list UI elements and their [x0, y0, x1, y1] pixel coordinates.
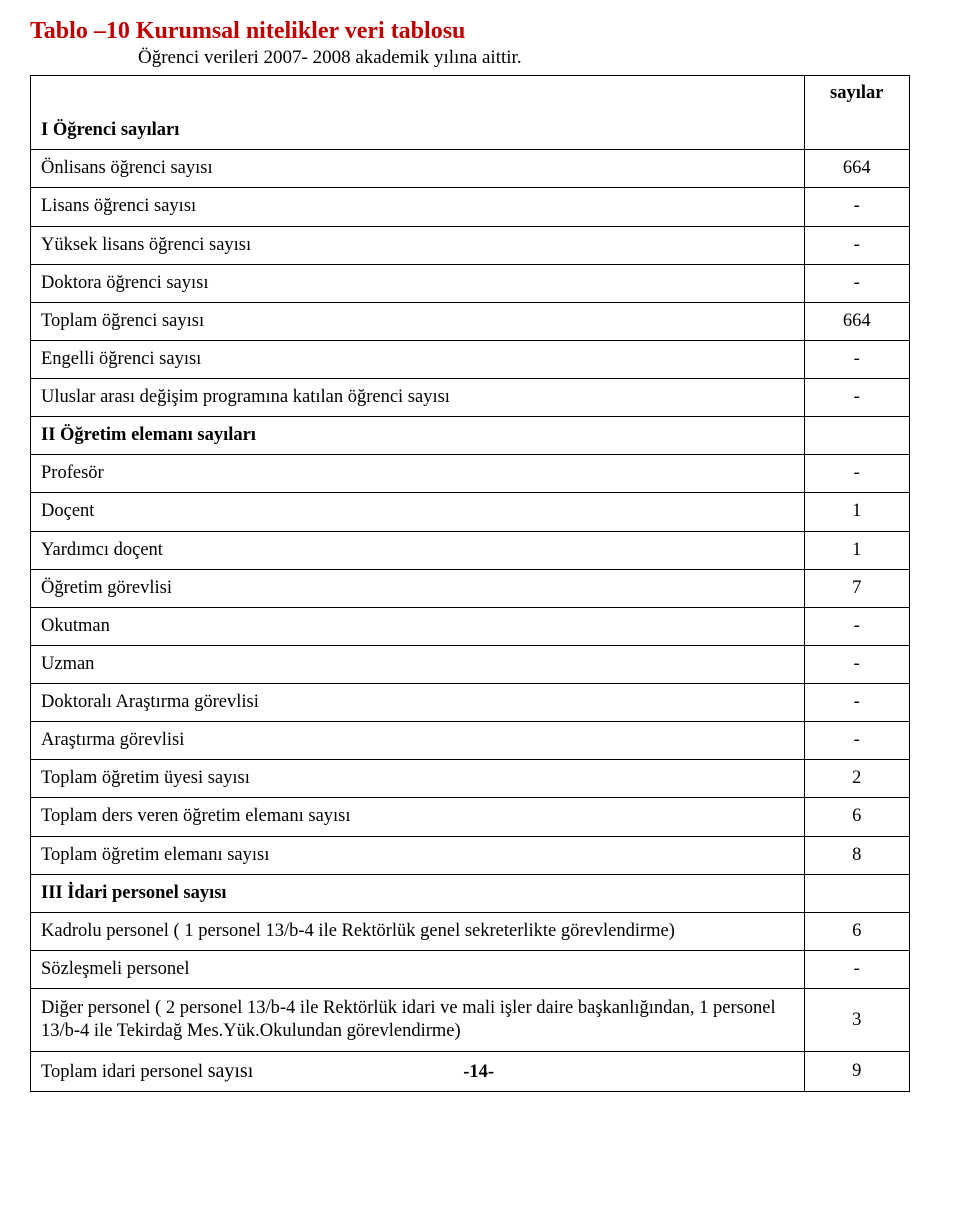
value-cell: 1 [804, 493, 909, 531]
page-number: -14- [463, 1061, 494, 1084]
table-row: Toplam öğretim elemanı sayısı 8 [31, 836, 910, 874]
table-row: Toplam öğrenci sayısı 664 [31, 302, 910, 340]
table-row: Okutman - [31, 607, 910, 645]
table-row: Araştırma görevlisi - [31, 722, 910, 760]
value-cell: - [804, 455, 909, 493]
value-cell: - [804, 379, 909, 417]
label-cell: Uluslar arası değişim programına katılan… [31, 379, 805, 417]
table-row: Kadrolu personel ( 1 personel 13/b-4 ile… [31, 912, 910, 950]
label-cell: Profesör [31, 455, 805, 493]
value-cell [804, 112, 909, 150]
table-row: Yüksek lisans öğrenci sayısı - [31, 226, 910, 264]
value-cell: - [804, 645, 909, 683]
section-header: I Öğrenci sayıları [31, 112, 805, 150]
label-cell: Okutman [31, 607, 805, 645]
label-cell: Öğretim görevlisi [31, 569, 805, 607]
page-subtitle: Öğrenci verileri 2007- 2008 akademik yıl… [138, 47, 910, 69]
value-cell: 1 [804, 531, 909, 569]
table-row: Doçent 1 [31, 493, 910, 531]
label-cell: Toplam öğrenci sayısı [31, 302, 805, 340]
table-row: Yardımcı doçent 1 [31, 531, 910, 569]
label-cell: Önlisans öğrenci sayısı [31, 150, 805, 188]
table-row: Sözleşmeli personel - [31, 950, 910, 988]
table-row: Önlisans öğrenci sayısı 664 [31, 150, 910, 188]
table-row: Diğer personel ( 2 personel 13/b-4 ile R… [31, 989, 910, 1052]
value-cell: - [804, 607, 909, 645]
value-cell: 7 [804, 569, 909, 607]
value-cell: - [804, 340, 909, 378]
value-cell: 6 [804, 798, 909, 836]
label-cell: Toplam ders veren öğretim elemanı sayısı [31, 798, 805, 836]
label-cell: Toplam öğretim elemanı sayısı [31, 836, 805, 874]
label-cell: Lisans öğrenci sayısı [31, 188, 805, 226]
label-cell: Engelli öğrenci sayısı [31, 340, 805, 378]
label-cell: Yüksek lisans öğrenci sayısı [31, 226, 805, 264]
column-header: sayılar [804, 76, 909, 113]
value-cell: 2 [804, 760, 909, 798]
value-cell: 664 [804, 150, 909, 188]
table-row: Öğretim görevlisi 7 [31, 569, 910, 607]
label-cell: Yardımcı doçent [31, 531, 805, 569]
value-cell: 8 [804, 836, 909, 874]
data-table: sayılar I Öğrenci sayıları Önlisans öğre… [30, 75, 910, 1092]
label-cell: Araştırma görevlisi [31, 722, 805, 760]
label-cell: Doktoralı Araştırma görevlisi [31, 684, 805, 722]
table-row: Toplam idari personel sayısı -14- 9 [31, 1052, 910, 1092]
empty-cell [31, 76, 805, 113]
table-row: I Öğrenci sayıları [31, 112, 910, 150]
table-row: Doktoralı Araştırma görevlisi - [31, 684, 910, 722]
value-cell: - [804, 950, 909, 988]
page-title: Tablo –10 Kurumsal nitelikler veri tablo… [30, 18, 910, 45]
value-cell: - [804, 684, 909, 722]
table-row: Uluslar arası değişim programına katılan… [31, 379, 910, 417]
section-header: II Öğretim elemanı sayıları [31, 417, 805, 455]
label-cell: Doktora öğrenci sayısı [31, 264, 805, 302]
table-row: sayılar [31, 76, 910, 113]
value-cell: - [804, 188, 909, 226]
label-text-bold: sayısı [208, 1060, 254, 1082]
value-cell: - [804, 264, 909, 302]
table-row: Lisans öğrenci sayısı - [31, 188, 910, 226]
value-cell: 3 [804, 989, 909, 1052]
value-cell: - [804, 722, 909, 760]
label-cell: Doçent [31, 493, 805, 531]
value-cell: 664 [804, 302, 909, 340]
table-row: Profesör - [31, 455, 910, 493]
label-cell: Sözleşmeli personel [31, 950, 805, 988]
label-cell: Uzman [31, 645, 805, 683]
label-cell: Kadrolu personel ( 1 personel 13/b-4 ile… [31, 912, 805, 950]
table-row: Toplam ders veren öğretim elemanı sayısı… [31, 798, 910, 836]
table-row: Doktora öğrenci sayısı - [31, 264, 910, 302]
value-cell: 9 [804, 1052, 909, 1092]
table-row: II Öğretim elemanı sayıları [31, 417, 910, 455]
label-cell: Toplam idari personel sayısı -14- [31, 1052, 805, 1092]
table-row: III İdari personel sayısı [31, 874, 910, 912]
value-cell [804, 417, 909, 455]
label-cell: Diğer personel ( 2 personel 13/b-4 ile R… [31, 989, 805, 1052]
value-cell [804, 874, 909, 912]
section-header: III İdari personel sayısı [31, 874, 805, 912]
table-row: Engelli öğrenci sayısı - [31, 340, 910, 378]
value-cell: - [804, 226, 909, 264]
table-row: Toplam öğretim üyesi sayısı 2 [31, 760, 910, 798]
table-row: Uzman - [31, 645, 910, 683]
value-cell: 6 [804, 912, 909, 950]
label-cell: Toplam öğretim üyesi sayısı [31, 760, 805, 798]
label-text: Toplam idari personel [41, 1062, 208, 1082]
